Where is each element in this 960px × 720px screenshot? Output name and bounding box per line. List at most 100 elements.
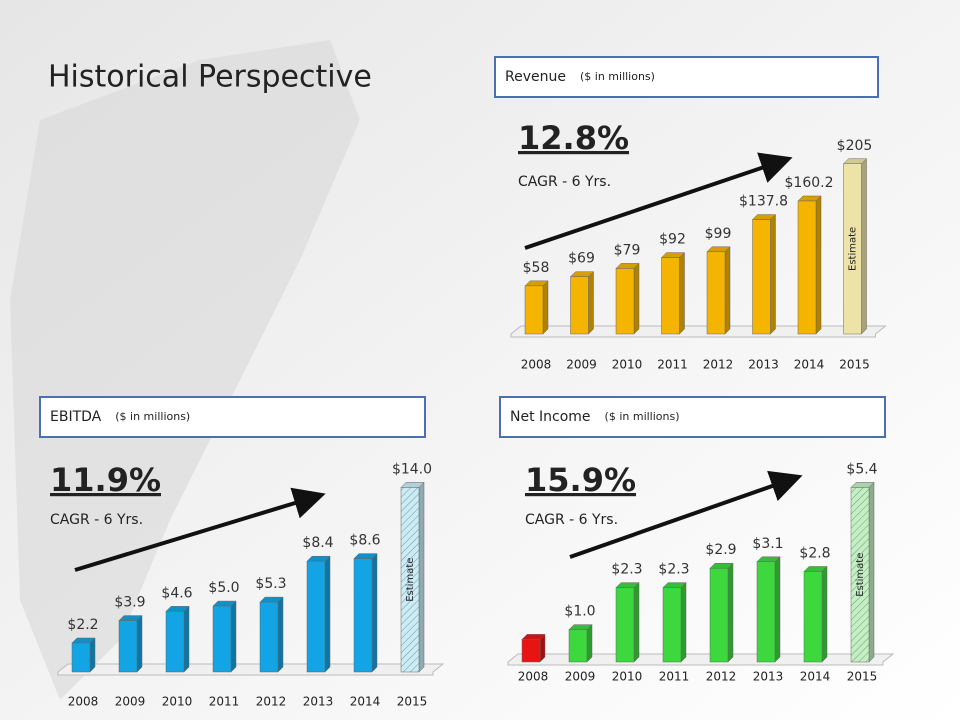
value-label: $2.2 (67, 617, 98, 633)
bar-side (324, 555, 331, 673)
x-tick-label: 2010 (612, 670, 643, 684)
bar-side (868, 481, 875, 663)
bar-side (588, 271, 594, 335)
bar (521, 639, 541, 663)
bar (615, 587, 635, 663)
x-tick-label: 2012 (256, 695, 287, 709)
value-label: $8.6 (349, 533, 380, 549)
x-tick-label: 2015 (839, 358, 870, 372)
bar-side (861, 158, 867, 335)
bar-side (821, 565, 828, 663)
chart-subtitle: ($ in millions) (580, 70, 655, 83)
value-label: $92 (659, 232, 686, 248)
bar-side (770, 213, 776, 335)
cagr-arrow (569, 470, 803, 559)
bar-side (680, 582, 687, 663)
chart-header (39, 396, 426, 438)
value-label: $205 (837, 138, 873, 154)
value-label: $2.3 (611, 562, 642, 578)
bar (752, 219, 771, 335)
cagr-value: 15.9% (525, 461, 636, 499)
x-tick-label: 2010 (612, 358, 643, 372)
floor (510, 325, 887, 338)
bar (803, 571, 823, 663)
bar-side (230, 600, 237, 673)
bar (165, 611, 185, 673)
bar (71, 642, 91, 673)
bar (797, 200, 817, 335)
cagr-note: CAGR - 6 Yrs. (525, 512, 618, 528)
floor (57, 663, 445, 676)
bar (353, 558, 373, 673)
bar-side (586, 624, 593, 663)
value-label: $5.0 (208, 580, 239, 596)
bar (118, 620, 138, 673)
x-tick-label: 2012 (703, 358, 734, 372)
bar-side (633, 262, 640, 335)
x-tick-label: 2012 (706, 670, 737, 684)
value-label: $2.9 (705, 542, 736, 558)
cagr-arrow (74, 487, 326, 572)
value-label: $5.3 (255, 576, 286, 592)
chart-header (494, 56, 879, 98)
page-title: Historical Perspective (48, 60, 372, 95)
bar-side (136, 614, 143, 673)
x-tick-label: 2014 (800, 670, 831, 684)
cagr-value: 12.8% (518, 119, 629, 157)
bar-side (371, 552, 378, 673)
bar (259, 601, 279, 673)
bar-hatch (401, 487, 419, 672)
x-tick-label: 2010 (162, 695, 193, 709)
value-label: $8.4 (302, 535, 333, 551)
bar-side (633, 582, 640, 663)
x-tick-label: 2014 (794, 358, 825, 372)
estimate-label: Estimate (405, 558, 416, 602)
x-tick-label: 2014 (350, 695, 381, 709)
value-label: $2.3 (658, 562, 689, 578)
chart-title: Revenue (505, 69, 566, 85)
x-tick-label: 2009 (566, 358, 597, 372)
x-tick-label: 2011 (657, 358, 688, 372)
value-label: $69 (568, 251, 595, 267)
bar-side (183, 605, 190, 673)
value-label: $3.1 (752, 536, 783, 552)
bar (661, 257, 680, 335)
value-label: $137.8 (739, 194, 788, 210)
bar-side (727, 562, 734, 663)
bar (212, 605, 232, 673)
x-tick-label: 2009 (565, 670, 596, 684)
x-tick-label: 2013 (303, 695, 334, 709)
value-label: $160.2 (785, 175, 834, 191)
bar (615, 268, 635, 335)
x-tick-label: 2011 (209, 695, 240, 709)
map-shape (10, 40, 360, 700)
cagr-arrow (524, 152, 793, 250)
bar-side (277, 596, 284, 673)
bar-side (724, 246, 731, 335)
value-label: $79 (614, 242, 641, 258)
bar-hatch (851, 487, 869, 662)
chart-subtitle: ($ in millions) (115, 410, 190, 423)
x-tick-label: 2011 (659, 670, 690, 684)
value-label: $5.4 (846, 461, 877, 477)
x-tick-label: 2009 (115, 695, 146, 709)
cagr-note: CAGR - 6 Yrs. (518, 174, 611, 190)
estimate-label: Estimate (848, 227, 859, 271)
x-tick-label: 2008 (68, 695, 99, 709)
bar (843, 163, 862, 335)
bar (706, 251, 726, 335)
bar (756, 561, 776, 663)
chart-title: Net Income (510, 409, 591, 425)
bar-side (774, 556, 781, 663)
value-label: $14.0 (392, 461, 432, 477)
x-tick-label: 2015 (397, 695, 428, 709)
value-label: $3.9 (114, 595, 145, 611)
value-label: $4.6 (161, 585, 192, 601)
chart-header (499, 396, 886, 438)
value-label: $1.0 (564, 604, 595, 620)
value-label: $2.8 (799, 545, 830, 561)
bar (662, 587, 682, 663)
estimate-label: Estimate (855, 553, 866, 597)
bar-side (418, 481, 425, 673)
